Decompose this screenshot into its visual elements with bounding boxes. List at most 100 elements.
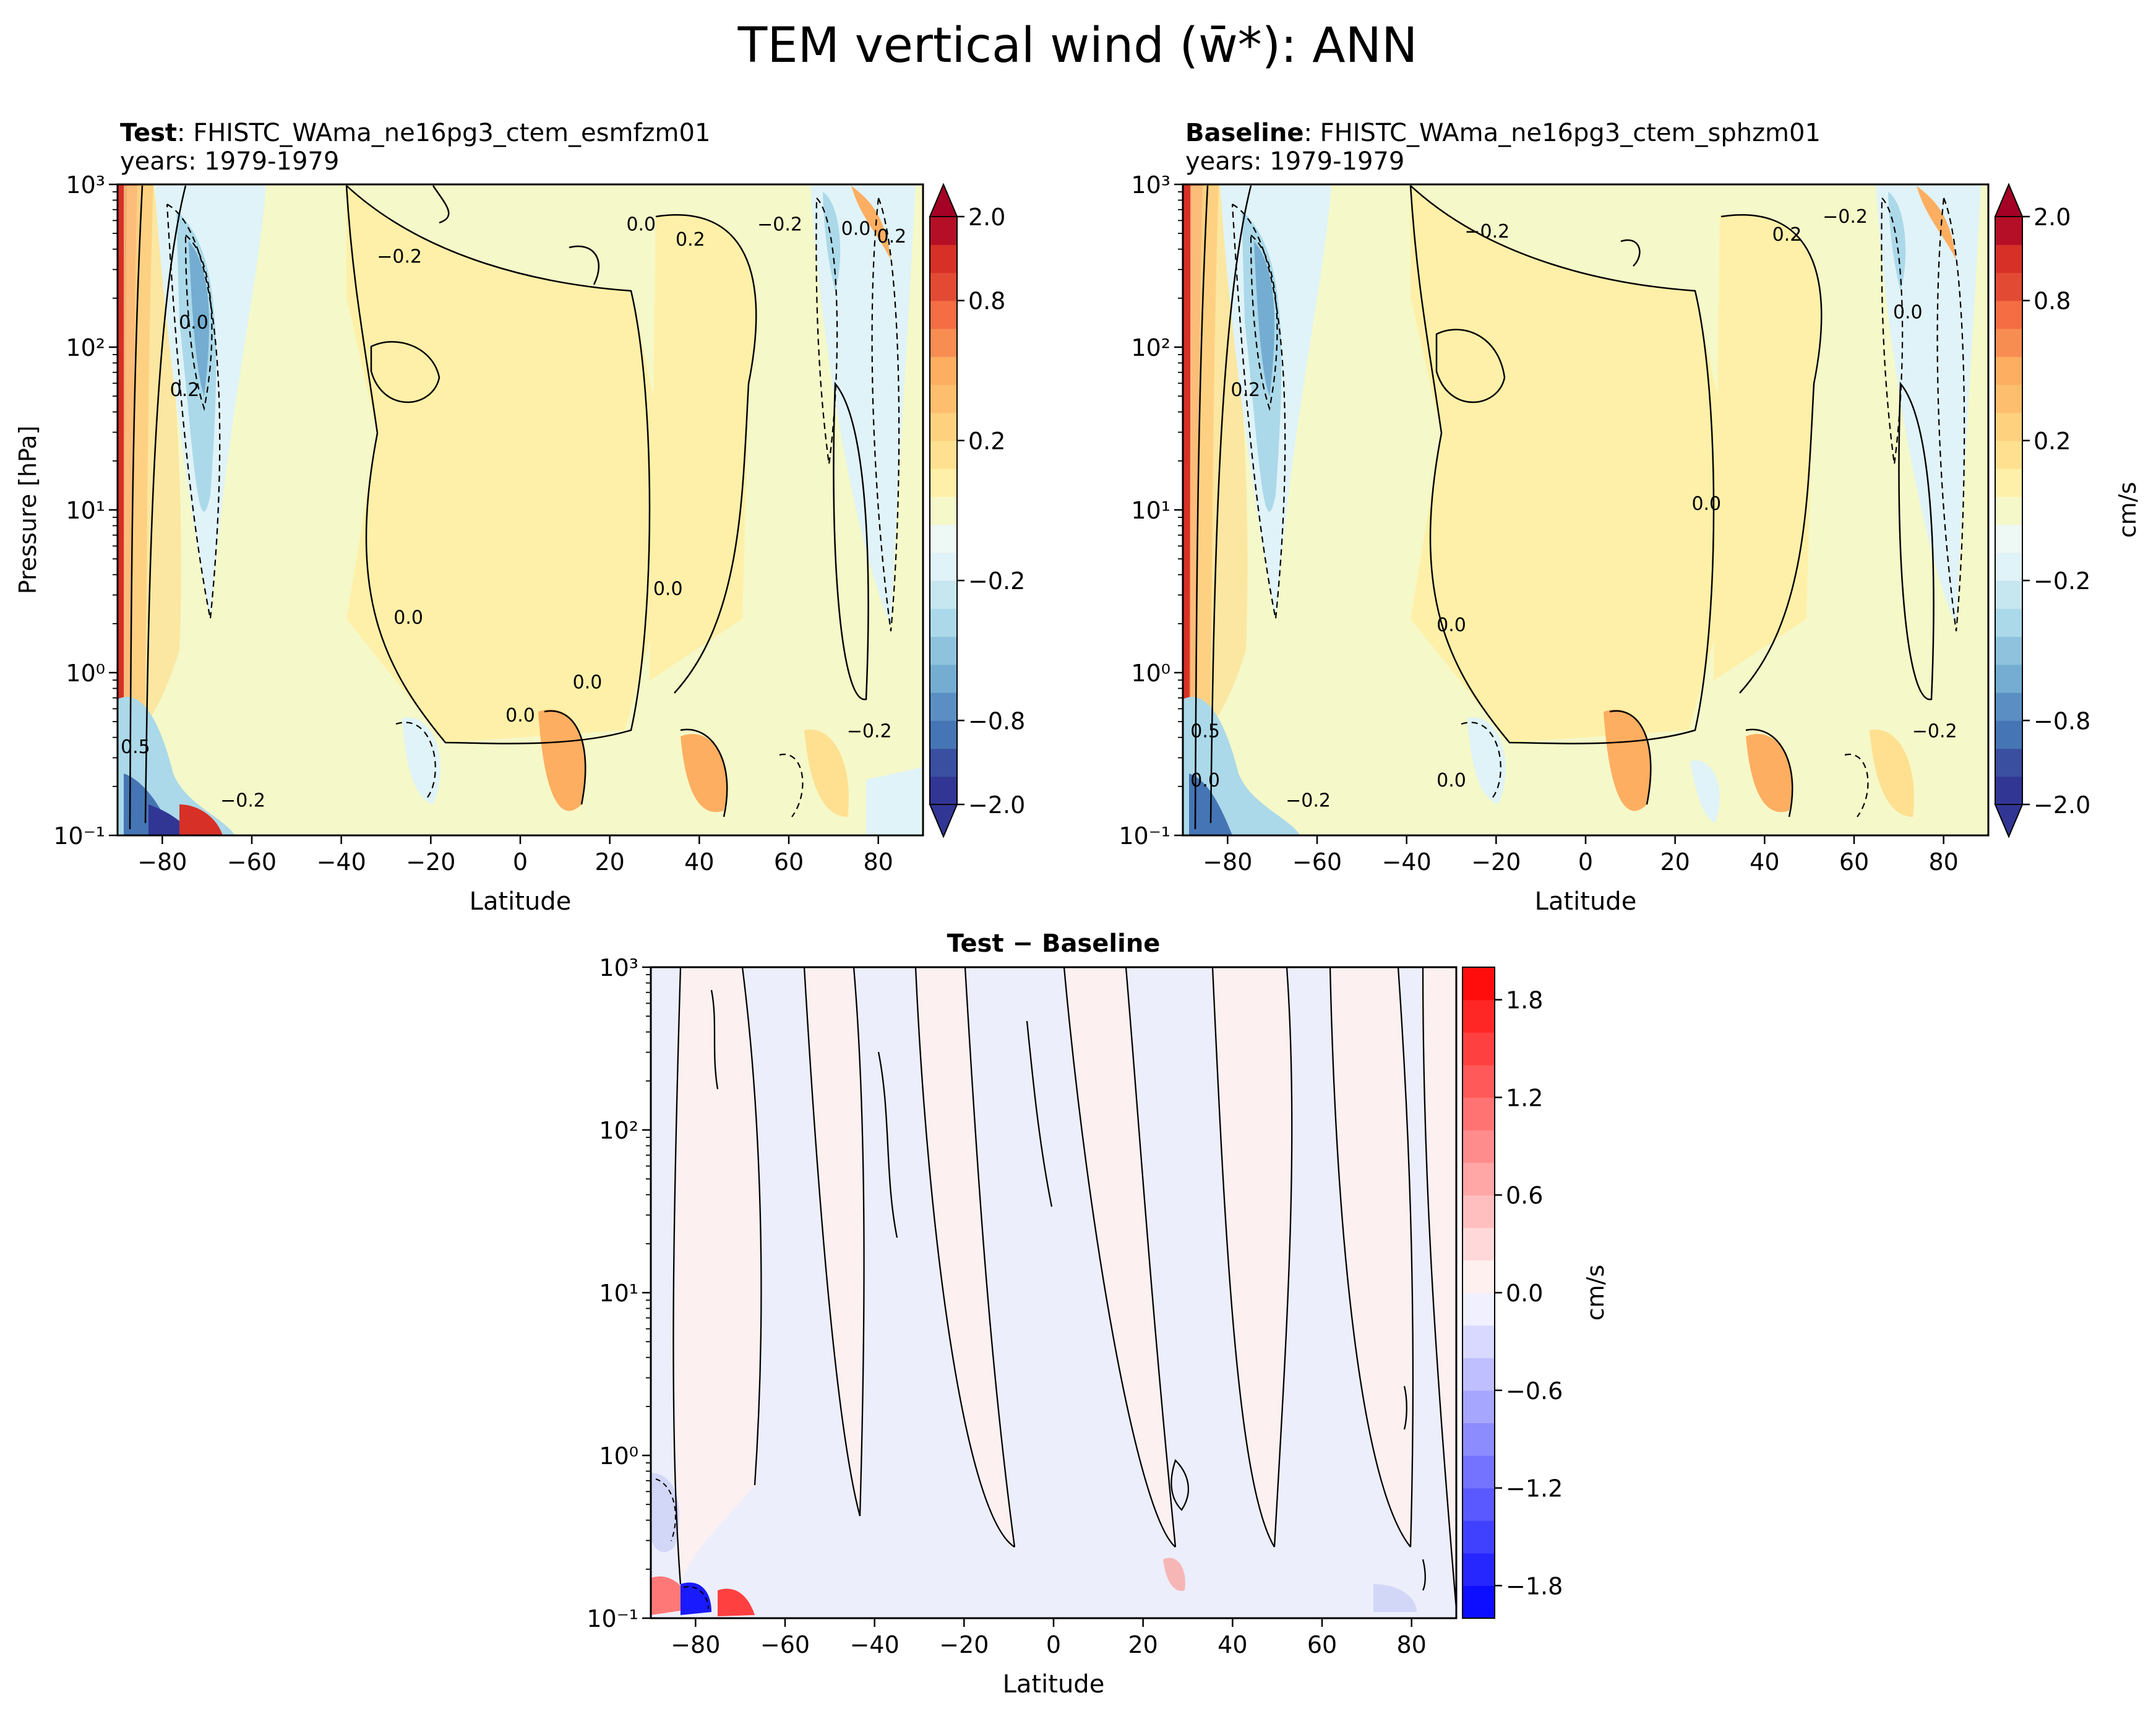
0-xtick-label: −40 bbox=[317, 848, 366, 876]
colorbar-segment bbox=[1995, 692, 2022, 721]
0-xtick-label: 20 bbox=[595, 848, 624, 876]
baseline-contour-label: 0.2 bbox=[1230, 379, 1260, 401]
baseline-contour-labels: 0.0 −0.2 0.0 0.0 −0.2 0.5 0.0 0.2 0.0 −0.2 −0.2 0.2 bbox=[1190, 206, 1957, 811]
colorbar-segment bbox=[1462, 1097, 1495, 1131]
colorbar-segment bbox=[930, 496, 957, 525]
2-xtick-label: −60 bbox=[760, 1631, 810, 1658]
test-subtitle: years: 1979-1979 bbox=[120, 147, 339, 176]
colorbar-segment bbox=[930, 608, 957, 637]
2-xtick-label: −20 bbox=[939, 1631, 989, 1658]
colorbar-tick-label: 0.2 bbox=[2034, 428, 2071, 455]
0-xtick-label: −20 bbox=[406, 848, 455, 876]
colorbar-segment bbox=[1995, 468, 2022, 497]
baseline-subtitle: years: 1979-1979 bbox=[1185, 147, 1404, 176]
colorbar-segment bbox=[1995, 552, 2022, 581]
colorbar-segment bbox=[1462, 1293, 1495, 1326]
baseline-colorbar: 2.0 0.8 0.2 −0.2 −0.8 −2.0 bbox=[1994, 183, 2090, 838]
colorbar-segment bbox=[1995, 776, 2022, 805]
1-xtick-label: −20 bbox=[1471, 848, 1521, 876]
colorbar-tick-label: −0.8 bbox=[968, 707, 1025, 735]
1-xtick-label: −80 bbox=[1203, 848, 1252, 876]
colorbar-tick-label: −0.2 bbox=[2034, 567, 2090, 595]
test-xlabel: Latitude bbox=[470, 887, 572, 916]
colorbar-segment bbox=[1462, 1358, 1495, 1391]
1-ytick-label: 10³ bbox=[1131, 171, 1170, 199]
colorbar-tick-label: 0.6 bbox=[1506, 1182, 1543, 1209]
colorbar-tick-label: 2.0 bbox=[2034, 204, 2071, 231]
baseline-contour-label: 0.0 bbox=[1893, 302, 1923, 324]
colorbar-segment bbox=[1995, 580, 2022, 609]
baseline-panel: Baseline: FHISTC_WAma_ne16pg3_ctem_sphzm… bbox=[1119, 119, 1990, 916]
test-contour-label: 0.0 bbox=[393, 607, 423, 629]
colorbar-tick-label: 0.2 bbox=[968, 428, 1005, 455]
colorbar-segment bbox=[930, 244, 957, 274]
colorbar-segment bbox=[930, 720, 957, 749]
test-contour-labels: −0.2 0.0 0.0 0.0 0.0 −0.2 0.5 0.2 0.0 −0.2 0.0 0.2 −… bbox=[121, 214, 906, 812]
colorbar-segment bbox=[930, 776, 957, 805]
test-contour-label: 0.0 bbox=[653, 579, 683, 600]
2-xtick-label: −80 bbox=[671, 1631, 720, 1658]
colorbar-segment bbox=[1995, 328, 2022, 357]
colorbar-segment bbox=[1995, 272, 2022, 301]
test-contour-label: −0.2 bbox=[377, 246, 422, 268]
difference-yaxis: 10⁻¹ 10⁰ 10¹ 10² 10³ bbox=[586, 954, 651, 1632]
test-contour-label: −0.2 bbox=[757, 214, 802, 236]
colorbar-segment bbox=[1995, 664, 2022, 693]
colorbar-segment bbox=[1462, 999, 1495, 1033]
colorbar-tick-label: 2.0 bbox=[968, 204, 1005, 231]
colorbar-segment bbox=[1462, 1553, 1495, 1586]
test-colorbar: 2.0 0.8 0.2 −0.2 −0.8 −2.0 bbox=[929, 183, 1025, 838]
1-xtick-label: 80 bbox=[1928, 848, 1958, 876]
baseline-xaxis: −80 −60 −40 −20 0 20 40 60 80 bbox=[1203, 835, 1959, 876]
colorbar-segment bbox=[930, 440, 957, 469]
baseline-contour-label: 0.0 bbox=[1437, 770, 1466, 791]
colorbar-segment bbox=[930, 412, 957, 441]
1-ytick-label: 10¹ bbox=[1131, 497, 1170, 524]
colorbar-segment bbox=[930, 384, 957, 413]
colorbar-segment bbox=[1462, 1227, 1495, 1261]
2-xtick-label: 80 bbox=[1396, 1631, 1426, 1658]
difference-title: Test − Baseline bbox=[947, 929, 1161, 958]
2-ytick-label: 10⁰ bbox=[599, 1442, 638, 1470]
colorbar-segment bbox=[1995, 748, 2022, 777]
baseline-title-rest: : FHISTC_WAma_ne16pg3_ctem_sphzm01 bbox=[1303, 119, 1820, 147]
colorbar-segment bbox=[930, 300, 957, 329]
colorbar-extend-top bbox=[929, 183, 958, 217]
colorbar-segment bbox=[930, 217, 957, 245]
2-xtick-label: 20 bbox=[1128, 1631, 1157, 1658]
colorbar-tick-label: 0.8 bbox=[968, 288, 1005, 315]
colorbar-segment bbox=[1462, 1162, 1495, 1196]
test-panel: Test: FHISTC_WAma_ne16pg3_ctem_esmfzm01 … bbox=[14, 119, 924, 916]
colorbar-tick-label: 1.2 bbox=[1506, 1084, 1543, 1111]
colorbar-segment bbox=[1995, 244, 2022, 274]
2-xtick-label: 60 bbox=[1307, 1631, 1337, 1658]
test-contour-label: 0.0 bbox=[626, 214, 656, 236]
1-ytick-label: 10² bbox=[1131, 334, 1170, 361]
colorbar-frame bbox=[1995, 216, 2023, 805]
colorbar-tick-label: 0.8 bbox=[2034, 288, 2071, 315]
colorbar-extend-bottom bbox=[929, 804, 958, 838]
colorbar-segment bbox=[930, 468, 957, 497]
colorbar-segment bbox=[1462, 1032, 1495, 1066]
test-contour-label: 0.2 bbox=[676, 229, 705, 251]
colorbar-extend-bottom bbox=[1994, 804, 2024, 838]
difference-contour-field bbox=[651, 967, 1456, 1618]
test-contour-field: −0.2 0.0 0.0 0.0 0.0 −0.2 0.5 0.2 0.0 −0.2 0.0 0.2 −… bbox=[118, 184, 923, 835]
colorbar-extend-top bbox=[1994, 183, 2024, 217]
baseline-contour-label: 0.0 bbox=[1190, 770, 1220, 791]
0-xtick-label: 0 bbox=[513, 848, 528, 876]
baseline-yaxis: 10⁻¹ 10⁰ 10¹ 10² 10³ bbox=[1119, 171, 1183, 850]
2-xtick-label: −40 bbox=[850, 1631, 900, 1658]
baseline-xlabel: Latitude bbox=[1535, 887, 1637, 916]
baseline-contour-label: −0.2 bbox=[1823, 206, 1868, 228]
colorbar-segment bbox=[1995, 720, 2022, 749]
0-ytick-label: 10¹ bbox=[66, 497, 105, 524]
0-ytick-label: 10² bbox=[66, 334, 105, 361]
difference-colorbar: 1.8 1.2 0.6 0.0 −0.6 −1.2 −1.8 bbox=[1462, 967, 1563, 1619]
test-contour-label: −0.2 bbox=[847, 721, 892, 743]
colorbar-segment bbox=[930, 356, 957, 386]
difference-colorbar-label: cm/s bbox=[1582, 1265, 1609, 1321]
baseline-title: Baseline: FHISTC_WAma_ne16pg3_ctem_sphzm… bbox=[1185, 119, 1821, 147]
test-title-rest: : FHISTC_WAma_ne16pg3_ctem_esmfzm01 bbox=[177, 119, 710, 147]
baseline-title-bold: Baseline bbox=[1185, 119, 1303, 147]
